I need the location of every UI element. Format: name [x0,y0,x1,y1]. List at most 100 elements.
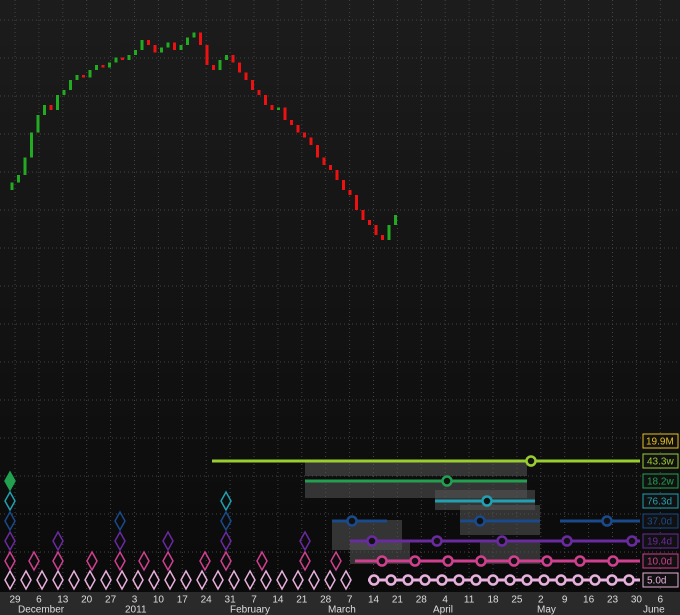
cycle-marker [538,574,550,586]
cycle-marker [436,574,448,586]
cycle-label: 18.2w [647,477,674,488]
cycle-diamond [196,569,208,591]
candle [238,62,241,73]
candle [322,157,326,165]
candle [134,50,137,55]
x-tick-label: 7 [347,595,353,606]
x-tick-label: 14 [272,595,284,606]
candle [23,157,27,175]
x-tick-label: 18 [487,595,499,606]
candle [166,42,170,48]
cycle-diamond [52,569,64,591]
cycle-label: 5.0d [647,576,666,587]
month-label: June [643,605,665,615]
cycle-diamond [4,530,16,552]
x-tick-label: 16 [583,595,595,606]
candle [257,90,261,95]
cycle-marker [376,555,388,567]
x-tick-label: 6 [36,595,42,606]
cycle-marker [402,574,414,586]
cycle-diamond [86,550,98,572]
candle [277,107,280,110]
candle [368,220,371,225]
candle [348,190,352,195]
cycle-marker [496,535,508,547]
candle [56,95,59,110]
cycle-marker [521,574,533,586]
cycle-marker [441,475,453,487]
cycle-diamond [256,550,268,572]
cycle-diamond [162,530,174,552]
candle [101,65,105,68]
cycle-label-box [642,533,679,549]
candle [82,75,85,78]
x-tick-label: 13 [57,595,69,606]
x-tick-label: 31 [225,595,237,606]
cycle-marker [385,574,397,586]
cycle-marker [574,555,586,567]
candle [30,132,33,158]
cycle-marker [474,515,486,527]
cycle-marker [606,574,618,586]
cycle-diamond [20,569,32,591]
month-label: April [433,605,453,615]
cycle-diamond [28,550,40,572]
cycle-marker [366,535,378,547]
candle [244,72,248,80]
candle [329,165,332,170]
candle [140,40,144,50]
cycle-label-box [642,453,679,469]
x-tick-label: 29 [9,595,21,606]
x-tick-label: 9 [562,595,568,606]
cycle-marker [475,555,487,567]
candle [69,80,72,90]
candle [374,225,378,235]
cycle-diamond [164,569,176,591]
shade-box [305,462,527,476]
x-tick-label: 10 [153,595,165,606]
cycle-diamond [114,530,126,552]
candle [394,215,397,225]
cycle-marker [623,574,635,586]
cycle-diamond [220,490,232,512]
x-tick-label: 2 [538,595,544,606]
cycle-marker [541,555,553,567]
candle [173,42,176,50]
candle [212,65,215,70]
candle [147,40,150,45]
candle [355,195,358,210]
cycle-marker [555,574,567,586]
cycle-diamond [4,510,16,532]
candle [95,65,98,70]
cycle-diamond [299,550,311,572]
x-tick-label: 25 [511,595,523,606]
candle [62,90,66,95]
cycle-diamond [292,569,304,591]
cycle-marker [607,555,619,567]
month-label: February [230,605,270,615]
x-tick-label: 14 [368,595,380,606]
cycle-label-box [642,553,679,569]
candle [361,210,365,220]
candle [218,60,222,70]
candle [283,107,287,120]
x-tick-label: 24 [201,595,213,606]
cycle-marker [504,574,516,586]
cycle-marker [525,455,537,467]
cycle-marker [453,574,465,586]
candle [335,170,339,180]
x-tick-label: 3 [132,595,138,606]
candle [160,47,163,53]
x-tick-label: 28 [416,595,428,606]
candle [296,125,300,133]
candle [121,57,124,60]
cycle-diamond [220,550,232,572]
cycle-marker [419,574,431,586]
cycle-diamond [5,472,15,490]
cycle-diamond [340,569,352,591]
cycle-diamond [228,569,240,591]
volume-label: 19.9M [646,437,674,448]
x-tick-label: 20 [81,595,93,606]
cycle-marker [470,574,482,586]
candle [10,182,14,190]
